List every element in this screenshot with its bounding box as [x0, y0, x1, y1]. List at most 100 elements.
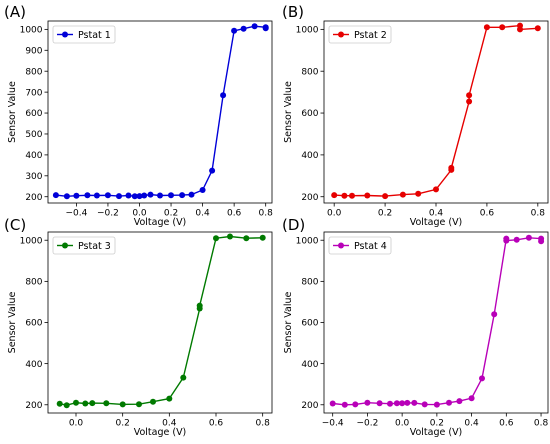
data-point — [231, 27, 238, 34]
data-point — [82, 400, 89, 407]
data-point — [433, 186, 439, 193]
data-point — [93, 192, 100, 199]
data-point — [329, 400, 336, 407]
x-tick-label: 0.0 — [132, 209, 147, 219]
y-tick-label: 700 — [25, 88, 42, 98]
data-point — [399, 400, 406, 407]
y-tick-label: 400 — [25, 360, 42, 370]
data-point — [104, 192, 111, 199]
data-point — [220, 92, 227, 99]
data-point — [364, 399, 371, 406]
x-tick-label: 0.0 — [327, 209, 342, 219]
legend-box — [52, 25, 116, 44]
data-point — [331, 192, 338, 199]
x-tick-label: −0.2 — [356, 419, 378, 429]
data-point — [517, 26, 523, 33]
x-tick-label: −0.4 — [65, 209, 87, 219]
y-tick-label: 800 — [25, 278, 42, 288]
data-point — [52, 192, 59, 199]
data-point — [188, 191, 195, 198]
data-point — [364, 192, 371, 199]
legend-label: Pstat 2 — [354, 30, 387, 41]
data-point — [376, 400, 383, 407]
legend-box — [328, 25, 392, 44]
plot-frame — [47, 20, 273, 204]
data-point — [136, 193, 143, 200]
series-line — [59, 235, 263, 406]
data-point — [73, 399, 79, 406]
y-tick-label: 900 — [25, 46, 42, 56]
data-point — [382, 193, 389, 200]
data-point — [433, 401, 440, 408]
chart-panel-4: (D) −0.4 −0.2 0.0 0.2 0.4 0.6 0.8 200 400 600 800 10… — [282, 216, 548, 438]
x-tick-label: 0.6 — [480, 209, 495, 219]
panel-label: (A) — [4, 3, 26, 21]
series-line — [334, 24, 538, 197]
data-point — [227, 233, 233, 240]
plot-frame — [47, 231, 273, 414]
data-point — [150, 398, 156, 405]
data-point — [513, 236, 520, 243]
legend-label: Pstat 1 — [78, 30, 111, 41]
y-tick-label: 600 — [25, 109, 42, 119]
y-axis-label: Sensor Value — [7, 81, 18, 143]
x-tick-label: 0.8 — [534, 419, 549, 429]
data-point — [199, 187, 206, 193]
y-tick-label: 1000 — [20, 236, 43, 246]
data-point — [251, 23, 258, 30]
x-tick-label: 0.4 — [429, 209, 444, 219]
y-tick-label: 800 — [301, 67, 318, 77]
data-point — [341, 401, 348, 408]
x-tick-label: 0.8 — [531, 209, 546, 219]
x-tick-label: 0.0 — [69, 419, 84, 429]
x-tick-label: −0.2 — [97, 209, 119, 219]
y-tick-label: 800 — [25, 67, 42, 77]
data-point — [243, 235, 250, 242]
data-point — [180, 374, 187, 381]
data-point — [503, 237, 510, 244]
x-tick-label: 0.4 — [464, 419, 479, 429]
data-point — [349, 192, 355, 199]
data-point — [125, 192, 132, 199]
data-point — [525, 234, 532, 241]
chart-panel-1: (A) −0.4 −0.2 0.0 0.2 0.4 0.6 0.8 200 300 400 500 60… — [4, 3, 273, 228]
legend-marker — [62, 31, 68, 38]
x-tick-label: 0.2 — [164, 209, 178, 219]
data-point — [147, 191, 154, 198]
y-tick-label: 300 — [25, 172, 42, 182]
data-point — [89, 400, 96, 407]
data-point — [446, 399, 452, 406]
y-tick-label: 400 — [301, 151, 318, 161]
y-tick-label: 200 — [25, 401, 42, 411]
data-point — [387, 400, 393, 407]
y-tick-label: 400 — [25, 151, 42, 161]
legend-marker — [62, 242, 68, 249]
x-tick-label: −0.4 — [322, 419, 344, 429]
data-point — [466, 98, 473, 105]
x-axis-label: Voltage (V) — [410, 427, 463, 438]
data-point — [483, 24, 490, 31]
y-tick-label: 800 — [301, 278, 318, 288]
panel-label: (C) — [4, 216, 26, 234]
x-tick-label: 0.6 — [209, 419, 224, 429]
data-point — [491, 311, 498, 318]
y-tick-label: 600 — [301, 109, 318, 119]
x-axis-label: Voltage (V) — [134, 427, 187, 438]
data-point — [262, 25, 269, 32]
data-point — [73, 192, 80, 199]
series-line — [332, 237, 542, 406]
data-point — [479, 375, 485, 382]
data-point — [456, 398, 463, 405]
data-point — [534, 25, 541, 32]
x-tick-label: 0.6 — [227, 209, 242, 219]
data-point — [259, 234, 266, 241]
data-point — [157, 192, 163, 199]
x-tick-label: 0.0 — [395, 419, 410, 429]
data-point — [179, 192, 186, 199]
x-tick-label: 0.2 — [430, 419, 444, 429]
y-tick-label: 600 — [301, 319, 318, 329]
data-point — [103, 400, 110, 407]
x-axis-label: Voltage (V) — [410, 217, 463, 228]
y-tick-label: 500 — [25, 130, 42, 140]
